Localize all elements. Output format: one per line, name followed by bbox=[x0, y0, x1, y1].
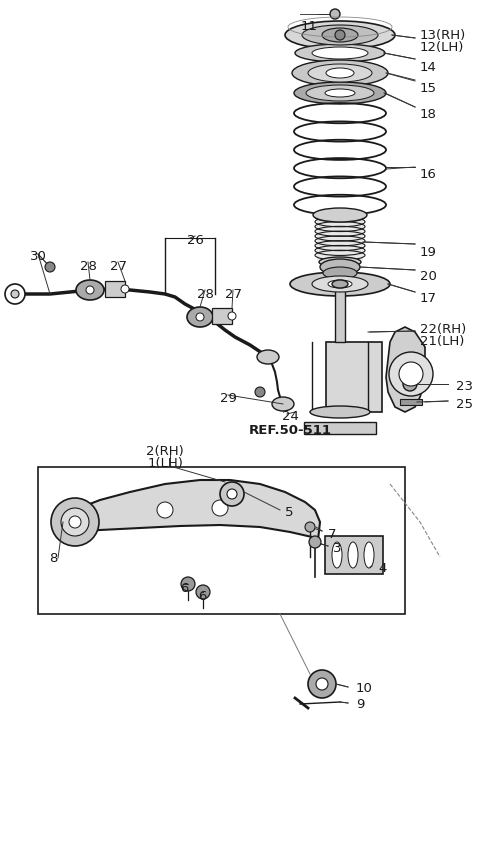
Text: 11: 11 bbox=[301, 20, 318, 32]
Circle shape bbox=[389, 353, 433, 396]
Circle shape bbox=[227, 489, 237, 499]
Text: 18: 18 bbox=[420, 108, 437, 121]
Circle shape bbox=[5, 285, 25, 305]
Circle shape bbox=[220, 482, 244, 506]
Bar bbox=[335, 288, 345, 343]
Ellipse shape bbox=[313, 209, 367, 222]
Ellipse shape bbox=[348, 543, 358, 568]
Text: 9: 9 bbox=[356, 698, 364, 711]
Ellipse shape bbox=[325, 90, 355, 98]
Polygon shape bbox=[82, 481, 320, 540]
Text: 3: 3 bbox=[333, 542, 341, 555]
Circle shape bbox=[403, 377, 417, 392]
Text: 14: 14 bbox=[420, 60, 437, 73]
Ellipse shape bbox=[320, 260, 360, 276]
Text: 19: 19 bbox=[420, 245, 437, 258]
Text: 24: 24 bbox=[282, 410, 299, 423]
Ellipse shape bbox=[306, 86, 374, 102]
Ellipse shape bbox=[323, 268, 357, 279]
Ellipse shape bbox=[312, 277, 368, 292]
Text: 16: 16 bbox=[420, 169, 437, 181]
Ellipse shape bbox=[322, 29, 358, 43]
Text: 26: 26 bbox=[187, 233, 204, 246]
Circle shape bbox=[196, 314, 204, 321]
Circle shape bbox=[69, 516, 81, 528]
Text: 8: 8 bbox=[48, 552, 57, 565]
Text: 28: 28 bbox=[80, 259, 96, 272]
Text: 29: 29 bbox=[219, 392, 237, 405]
Circle shape bbox=[335, 31, 345, 41]
Text: 22(RH): 22(RH) bbox=[420, 322, 466, 335]
Text: REF.50-511: REF.50-511 bbox=[249, 423, 332, 436]
Ellipse shape bbox=[290, 273, 390, 296]
Circle shape bbox=[196, 585, 210, 599]
Text: 1(LH): 1(LH) bbox=[147, 456, 183, 469]
Text: 2(RH): 2(RH) bbox=[146, 444, 184, 457]
Circle shape bbox=[86, 286, 94, 295]
Text: 28: 28 bbox=[197, 287, 214, 300]
Circle shape bbox=[212, 500, 228, 516]
Circle shape bbox=[51, 498, 99, 546]
Text: 10: 10 bbox=[356, 682, 373, 694]
Ellipse shape bbox=[295, 45, 385, 63]
Text: 27: 27 bbox=[225, 287, 241, 300]
Ellipse shape bbox=[326, 69, 354, 79]
Ellipse shape bbox=[364, 543, 374, 568]
Ellipse shape bbox=[332, 543, 342, 568]
Circle shape bbox=[308, 671, 336, 698]
Ellipse shape bbox=[292, 61, 388, 87]
Circle shape bbox=[309, 537, 321, 549]
Text: 27: 27 bbox=[109, 259, 127, 272]
Text: 6: 6 bbox=[180, 581, 188, 594]
Ellipse shape bbox=[302, 26, 378, 46]
Ellipse shape bbox=[312, 48, 368, 60]
Circle shape bbox=[11, 291, 19, 299]
Text: 21(LH): 21(LH) bbox=[420, 335, 464, 348]
Ellipse shape bbox=[294, 83, 386, 105]
Ellipse shape bbox=[310, 406, 370, 418]
Circle shape bbox=[181, 578, 195, 591]
Ellipse shape bbox=[76, 280, 104, 301]
Circle shape bbox=[399, 363, 423, 387]
Text: 20: 20 bbox=[420, 269, 437, 282]
Circle shape bbox=[45, 262, 55, 273]
Text: 17: 17 bbox=[420, 292, 437, 305]
Ellipse shape bbox=[272, 398, 294, 412]
Circle shape bbox=[228, 313, 236, 320]
Text: 23: 23 bbox=[456, 380, 473, 393]
Bar bbox=[38, 468, 405, 614]
Ellipse shape bbox=[328, 280, 352, 289]
Text: 7: 7 bbox=[328, 527, 336, 540]
Text: 4: 4 bbox=[378, 561, 386, 575]
Circle shape bbox=[121, 285, 129, 294]
Text: 13(RH): 13(RH) bbox=[420, 28, 466, 42]
Circle shape bbox=[330, 10, 340, 20]
Bar bbox=[212, 308, 232, 325]
Ellipse shape bbox=[187, 308, 213, 328]
Bar bbox=[317, 218, 363, 261]
Text: 6: 6 bbox=[198, 589, 206, 602]
Circle shape bbox=[157, 503, 173, 518]
Polygon shape bbox=[386, 328, 425, 412]
Circle shape bbox=[305, 522, 315, 532]
Ellipse shape bbox=[285, 22, 395, 50]
Text: 5: 5 bbox=[285, 506, 293, 519]
Bar bbox=[400, 400, 422, 406]
Text: 15: 15 bbox=[420, 83, 437, 95]
Circle shape bbox=[316, 678, 328, 690]
Text: 30: 30 bbox=[30, 249, 47, 262]
Bar bbox=[325, 537, 383, 574]
Ellipse shape bbox=[319, 257, 361, 268]
Circle shape bbox=[61, 509, 89, 537]
Bar bbox=[326, 343, 382, 412]
Circle shape bbox=[255, 388, 265, 398]
Text: 25: 25 bbox=[456, 397, 473, 410]
Bar bbox=[304, 423, 376, 435]
Ellipse shape bbox=[257, 350, 279, 365]
Ellipse shape bbox=[308, 65, 372, 83]
Text: 12(LH): 12(LH) bbox=[420, 40, 464, 54]
Ellipse shape bbox=[332, 280, 348, 289]
Bar bbox=[105, 282, 125, 297]
